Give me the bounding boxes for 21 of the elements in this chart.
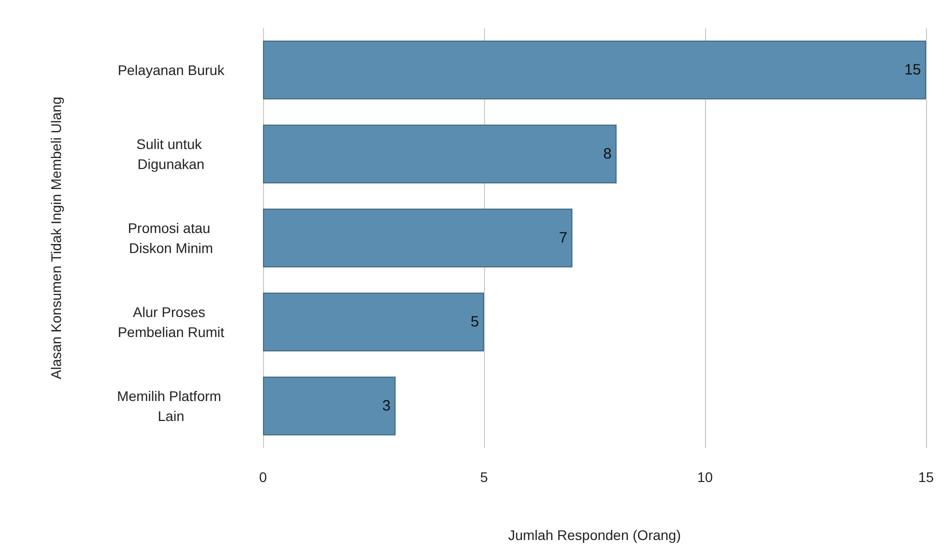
- x-tick-label: 10: [697, 469, 713, 485]
- data-label: 3: [382, 398, 391, 414]
- x-tick-label: 15: [918, 469, 934, 485]
- bar: [263, 376, 396, 436]
- x-tick-label: 0: [259, 469, 268, 485]
- data-label: 15: [904, 62, 921, 78]
- y-tick-label: Sulit untuk Digunakan: [136, 136, 206, 172]
- x-tick-label: 5: [480, 469, 488, 485]
- x-axis-title: Jumlah Responden (Orang): [508, 527, 681, 543]
- y-tick-label: Alur Proses Pembelian Rumit: [118, 304, 224, 340]
- y-tick-label: Promosi atau Diskon Minim: [128, 220, 214, 256]
- bar: [263, 124, 617, 184]
- bar: [263, 208, 572, 268]
- data-label: 7: [559, 230, 568, 246]
- bar: [263, 292, 484, 352]
- data-label: 8: [603, 146, 612, 162]
- y-tick-label: Pelayanan Buruk: [118, 62, 226, 78]
- data-label: 5: [470, 314, 479, 330]
- y-axis-title: Alasan Konsumen Tidak Ingin Membeli Ulang: [48, 96, 64, 380]
- y-tick-label: Memilih Platform Lain: [116, 388, 226, 424]
- bar: [263, 40, 926, 100]
